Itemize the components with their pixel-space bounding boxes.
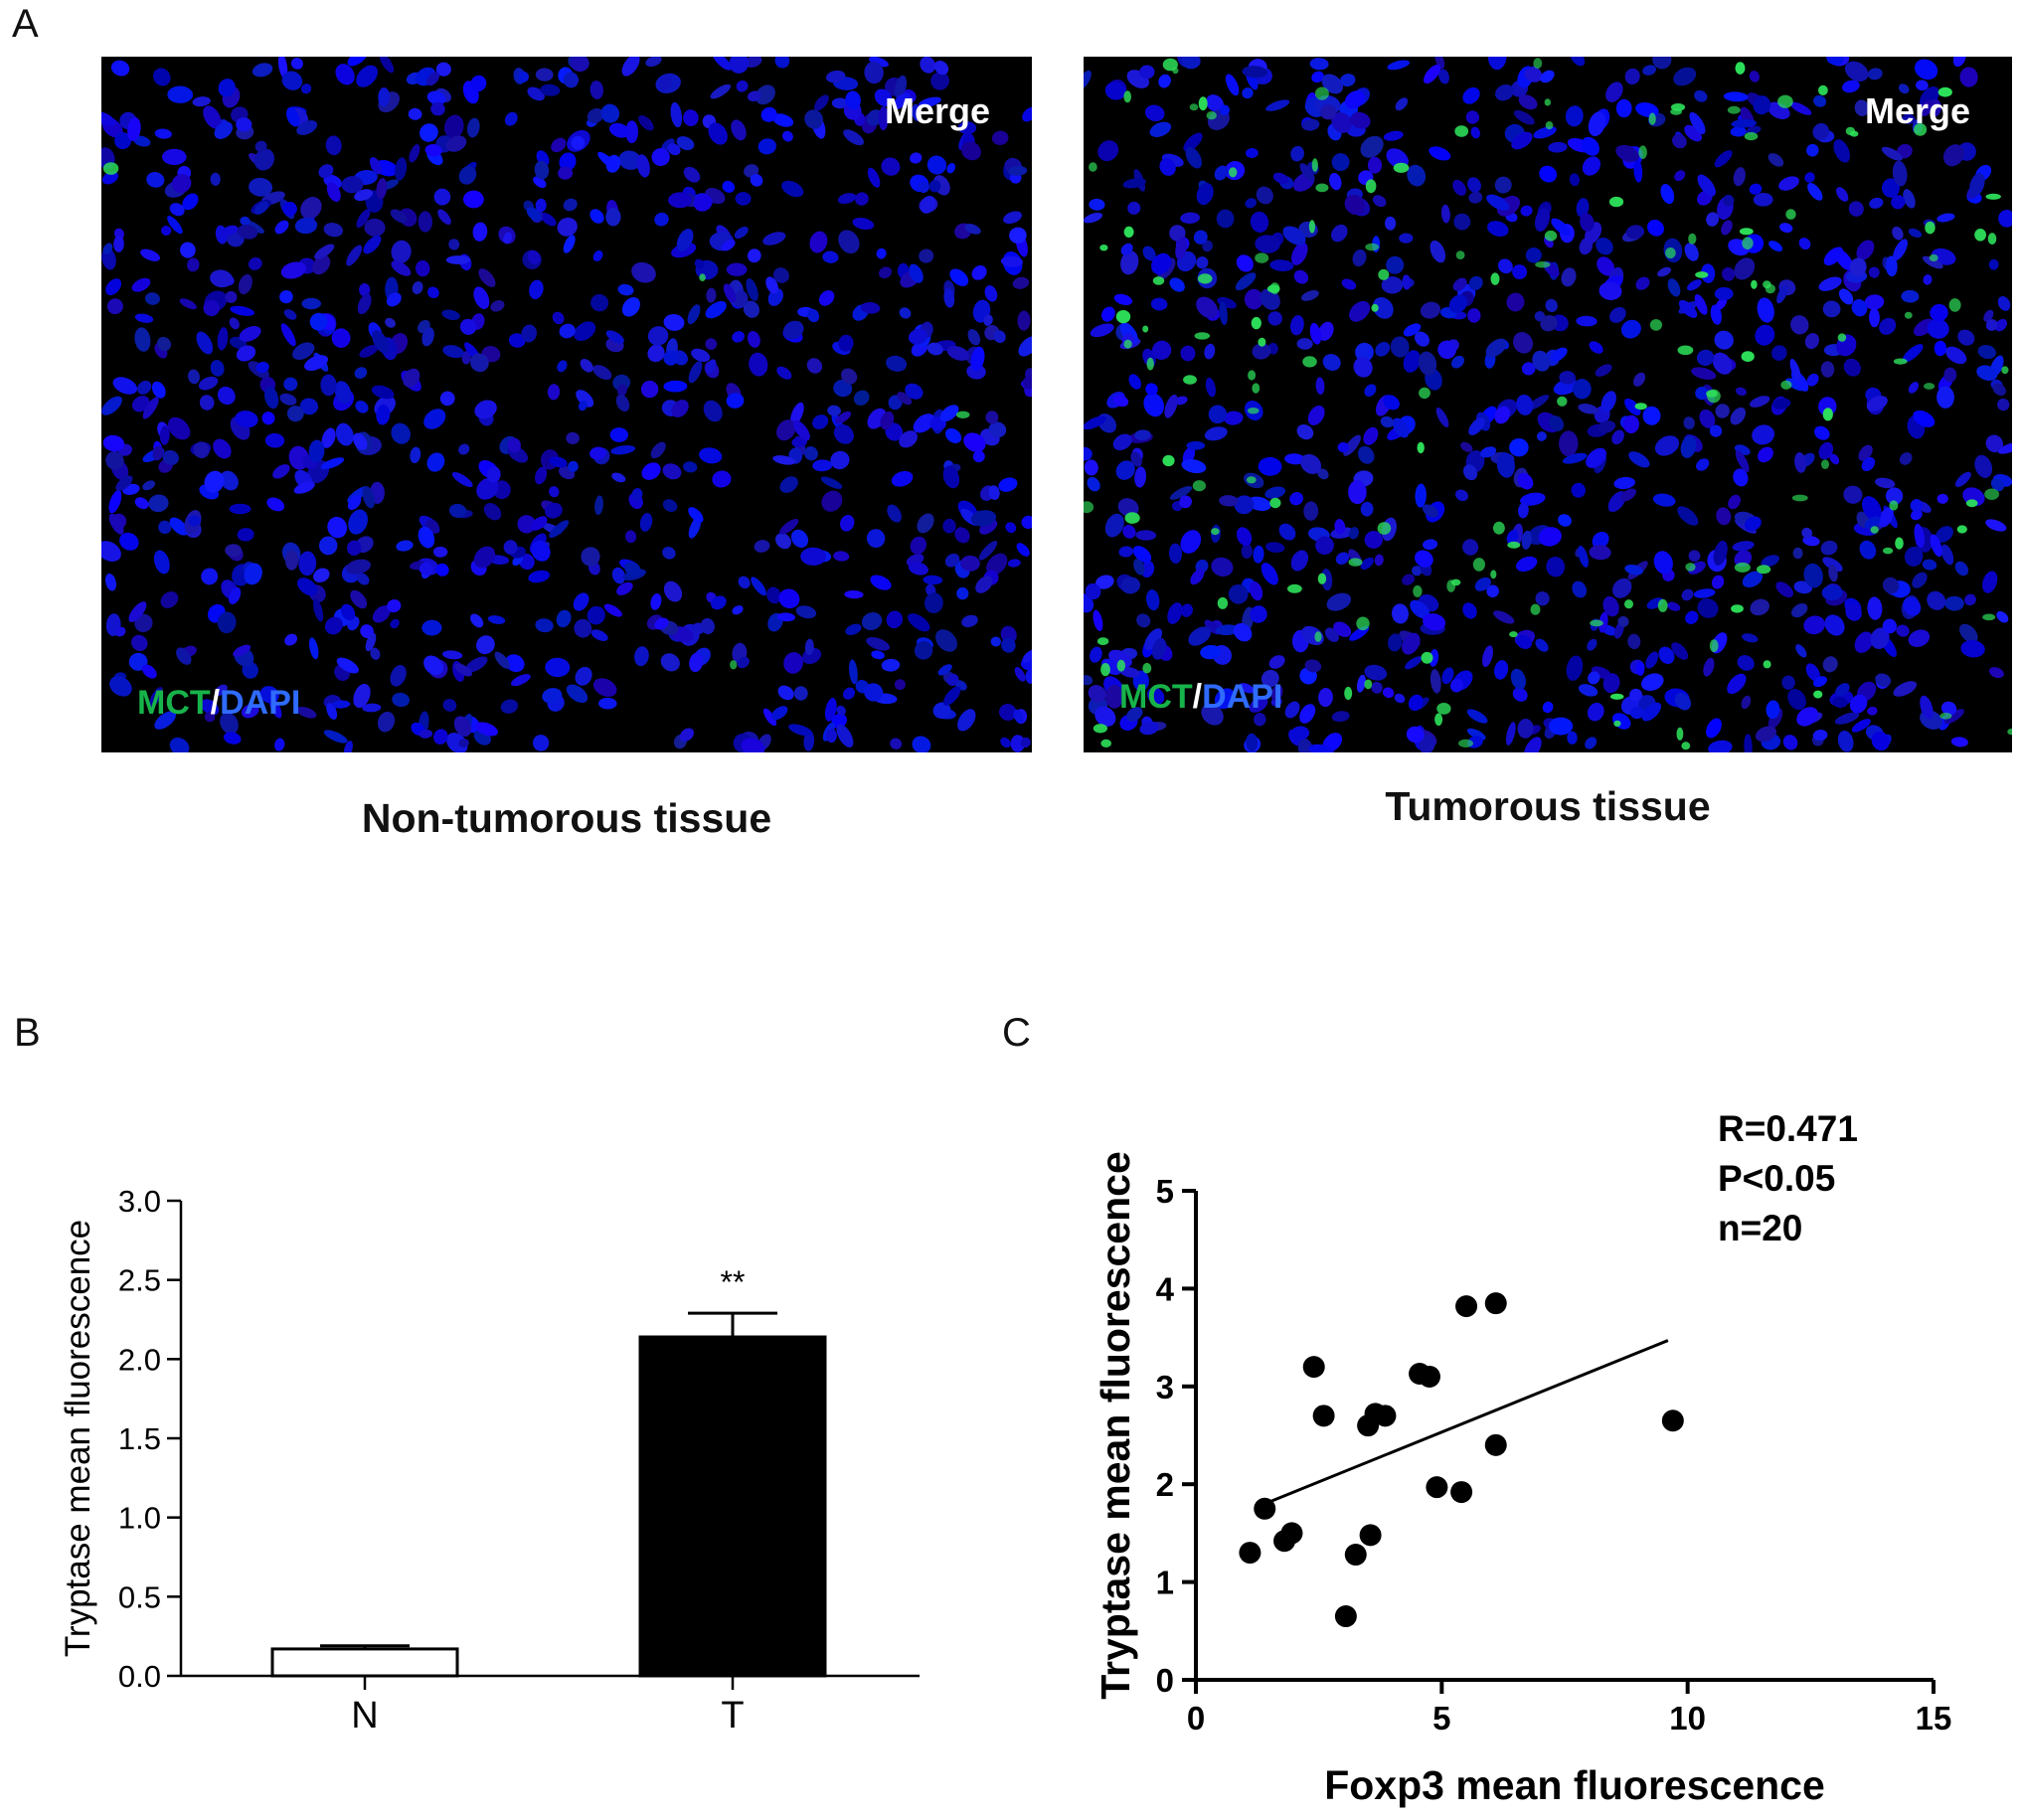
stain-separator: / <box>1192 678 1203 716</box>
mast-cell-layer <box>1084 58 2012 750</box>
y-tick-label: 3 <box>1156 1369 1174 1406</box>
data-point <box>1484 1292 1507 1315</box>
y-tick-label: 0.0 <box>118 1659 161 1694</box>
mast-cell-layer <box>102 162 970 670</box>
data-point <box>1280 1522 1303 1545</box>
stat-label: n=20 <box>1718 1208 1802 1248</box>
y-axis-label: Tryptase mean fluorescence <box>59 1220 97 1657</box>
y-tick-label: 2.5 <box>118 1263 161 1298</box>
stain-legend: MCT/DAPI <box>137 684 300 723</box>
nuclei-layer <box>101 57 1032 752</box>
x-tick-label: 0 <box>1187 1700 1205 1737</box>
y-tick-label: 1.0 <box>118 1501 161 1536</box>
data-point <box>1484 1433 1507 1456</box>
data-point <box>1455 1295 1478 1318</box>
x-tick-label: T <box>721 1695 744 1737</box>
micrograph-tumorous: Merge MCT/DAPI <box>1084 57 2012 752</box>
regression-line <box>1263 1339 1669 1506</box>
caption-non-tumorous: Non-tumorous tissue <box>361 795 772 841</box>
data-point <box>1344 1544 1367 1567</box>
data-point <box>1450 1481 1473 1504</box>
data-point <box>1426 1476 1448 1499</box>
y-tick-label: 0 <box>1156 1662 1174 1699</box>
merge-label: Merge <box>1864 90 1970 131</box>
micrograph-tumorous-image <box>1084 57 2012 752</box>
data-point <box>1359 1524 1382 1547</box>
data-point <box>1334 1605 1357 1628</box>
data-point <box>1661 1409 1684 1432</box>
stain-mct: MCT <box>1119 678 1193 716</box>
y-tick-label: 5 <box>1156 1173 1174 1210</box>
panel-letter-b: B <box>14 1011 41 1055</box>
data-point <box>1239 1542 1262 1565</box>
stain-legend: MCT/DAPI <box>1119 678 1282 717</box>
data-point <box>1418 1365 1440 1388</box>
stain-dapi: DAPI <box>220 684 301 722</box>
data-point <box>1302 1356 1325 1379</box>
y-tick-label: 2 <box>1156 1466 1174 1503</box>
y-tick-label: 0.5 <box>118 1579 161 1614</box>
y-axis-label: Tryptase mean fluorescence <box>1093 1151 1138 1699</box>
bar-N <box>270 1647 459 1678</box>
y-tick-label: 3.0 <box>118 1184 161 1219</box>
panel-letter-c: C <box>1002 1011 1031 1055</box>
y-tick-label: 1 <box>1156 1565 1174 1601</box>
stat-label: P<0.05 <box>1718 1158 1835 1199</box>
stat-label: R=0.471 <box>1718 1108 1858 1149</box>
data-point <box>1312 1405 1335 1427</box>
y-tick-label: 2.0 <box>118 1342 161 1377</box>
stain-separator: / <box>210 684 221 722</box>
x-tick-label: 5 <box>1432 1700 1450 1737</box>
data-point <box>1374 1405 1397 1427</box>
caption-tumorous: Tumorous tissue <box>1385 783 1711 829</box>
x-tick-label: 15 <box>1916 1700 1952 1737</box>
x-tick-label: 10 <box>1669 1700 1706 1737</box>
y-tick-label: 4 <box>1156 1270 1175 1307</box>
stain-dapi: DAPI <box>1202 678 1283 716</box>
significance-label: ** <box>721 1264 746 1300</box>
stain-mct: MCT <box>137 684 211 722</box>
micrograph-non-tumorous: Merge MCT/DAPI <box>101 57 1032 752</box>
nuclei-layer <box>1084 57 2012 752</box>
y-tick-label: 1.5 <box>118 1421 161 1456</box>
micrograph-non-tumorous-image <box>101 57 1032 752</box>
merge-label: Merge <box>884 90 990 131</box>
panel-letter-a: A <box>12 2 39 46</box>
x-tick-label: N <box>351 1695 378 1737</box>
x-axis-label: Foxp3 mean fluorescence <box>1324 1762 1825 1808</box>
data-point <box>1254 1497 1276 1520</box>
bar-T <box>638 1335 827 1678</box>
